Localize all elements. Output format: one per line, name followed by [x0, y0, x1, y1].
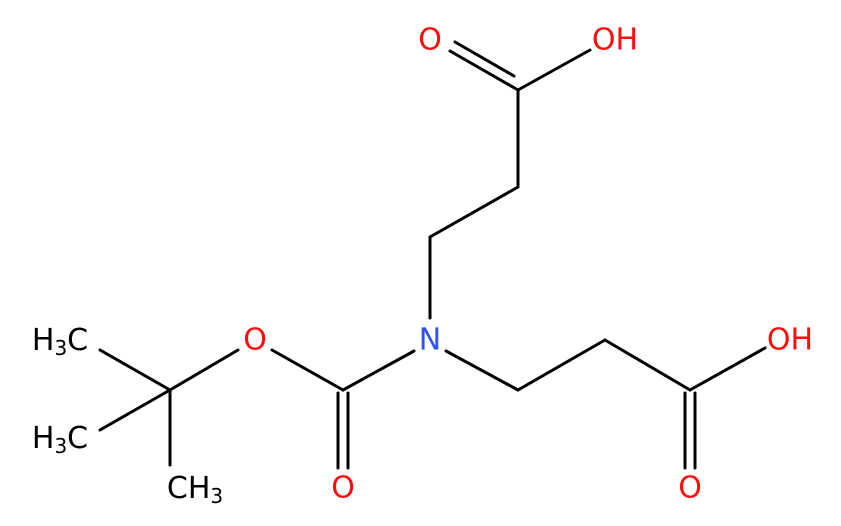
bond: [603, 338, 692, 392]
label-part: CH: [167, 471, 211, 506]
bond: [453, 40, 516, 78]
atom-label: O: [678, 471, 702, 506]
bonds: [98, 40, 767, 470]
bond: [98, 388, 172, 432]
label-part: C: [67, 421, 88, 456]
atom-label: N: [419, 323, 441, 358]
label-part: 3: [210, 484, 223, 508]
bond: [516, 48, 592, 92]
atom-label: OH: [767, 323, 813, 358]
bond: [444, 349, 520, 392]
atom-label: O: [243, 323, 267, 358]
bond: [428, 185, 520, 239]
bond: [98, 348, 172, 392]
bond: [448, 49, 520, 92]
label-part: H: [32, 323, 55, 358]
atom-label: O: [331, 471, 355, 506]
label-part: 3: [54, 336, 67, 360]
bond: [341, 349, 416, 392]
bond: [688, 346, 767, 392]
label-part: H: [32, 421, 55, 456]
bond: [270, 348, 345, 392]
group-label: CH3: [167, 471, 223, 509]
bond: [516, 338, 607, 392]
atom-label: O: [418, 23, 442, 58]
label-part: C: [67, 323, 88, 358]
atom-label: OH: [592, 23, 638, 58]
label-part: 3: [54, 434, 67, 458]
group-label: H3C: [32, 421, 88, 459]
bond: [168, 348, 240, 392]
group-label: H3C: [32, 323, 88, 361]
